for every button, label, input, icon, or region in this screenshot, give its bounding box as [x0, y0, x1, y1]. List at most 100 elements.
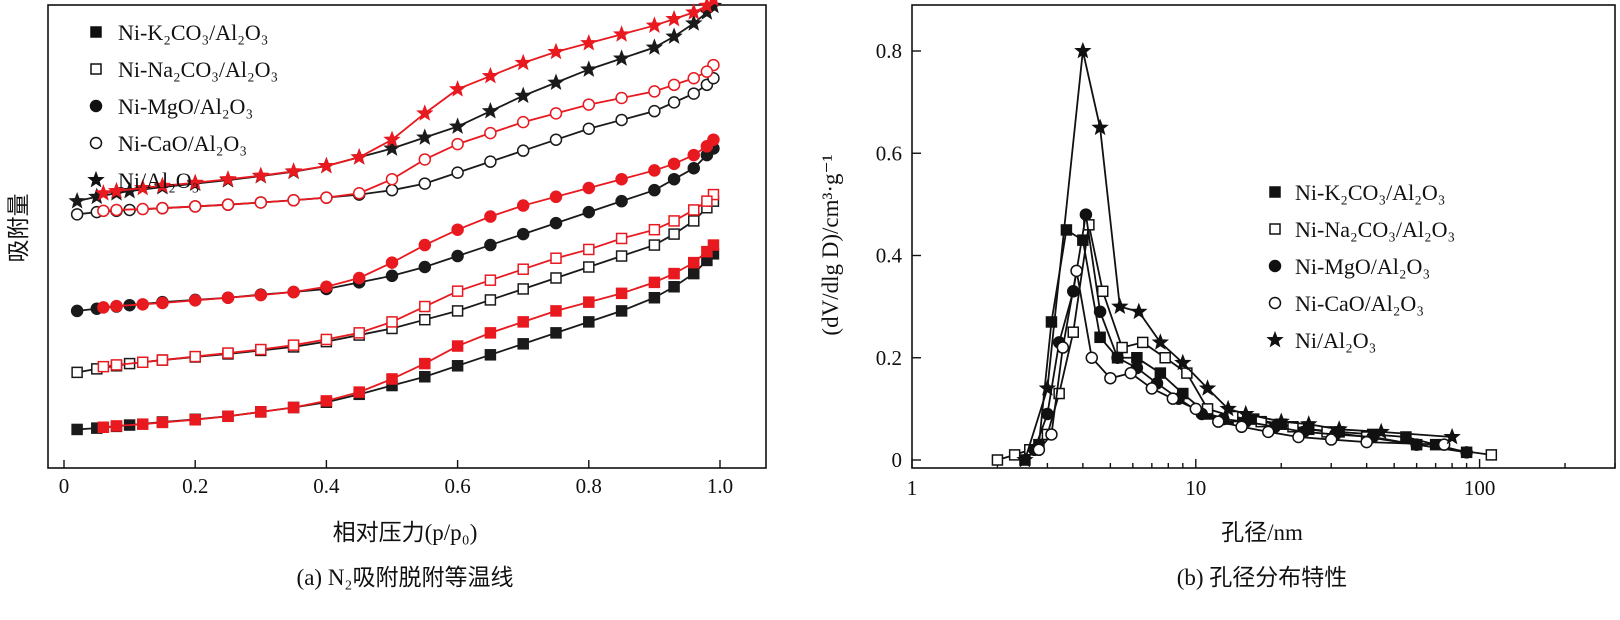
desorption-point	[284, 162, 303, 179]
panel-b-pore-distribution: 1 10 100 0 0.2 0.4 0.6 0.8 Ni-K₂CO₃/Al₂O₃ Ni-Na…	[818, 4, 1616, 590]
adsorption-point	[451, 360, 464, 372]
panel-b-y-ticks: 0 0.2 0.4 0.6 0.8	[876, 39, 921, 472]
desorption-point	[688, 204, 700, 216]
distribution-line	[1024, 50, 1453, 461]
adsorption-point	[517, 283, 529, 295]
legend-label: Ni/Al₂O₃	[1295, 328, 1376, 353]
distribution-point	[1111, 351, 1124, 364]
adsorption-point	[648, 183, 661, 197]
desorption-point	[287, 194, 300, 207]
legend-item: Ni/Al₂O₃	[87, 168, 199, 193]
panel-a-xlabel: 相对压力(p/p₀)	[333, 520, 478, 545]
desorption-point	[136, 418, 149, 430]
legend-marker	[1268, 259, 1282, 273]
desorption-point	[549, 190, 563, 204]
distribution-point	[1300, 415, 1318, 432]
panel-a-x-tick-label: 0.2	[182, 474, 208, 498]
adsorption-point	[688, 215, 700, 227]
desorption-point	[583, 243, 595, 256]
desorption-point	[255, 406, 267, 418]
distribution-point	[1145, 382, 1159, 395]
adsorption-point	[687, 161, 701, 175]
legend-marker	[1269, 223, 1281, 235]
adsorption-point	[688, 267, 700, 280]
desorption-point	[582, 181, 596, 195]
isotherm-ni-al-o	[68, 0, 723, 209]
distribution-point	[1372, 422, 1390, 440]
adsorption-point	[451, 249, 464, 263]
isotherm-ni-mgo-al-o	[70, 133, 720, 318]
distribution-point	[1056, 341, 1070, 354]
panel-a-x-tick-label: 0.6	[444, 474, 470, 498]
distribution-point	[1437, 438, 1451, 451]
adsorption-point	[71, 423, 83, 436]
panel-a-legend: Ni-K₂CO₃/Al₂O₃ Ni-Na₂CO₃/Al₂O₃ Ni-MgO/Al₂O…	[87, 20, 278, 193]
panel-a-ylabel: 吸附量	[6, 194, 31, 263]
distribution-point	[1085, 351, 1099, 364]
panel-b-y-tick-label: 0.8	[876, 39, 902, 63]
desorption-point	[385, 256, 399, 269]
desorption-point	[484, 126, 497, 140]
desorption-line	[103, 193, 715, 368]
desorption-point	[136, 356, 149, 369]
distribution-point	[991, 454, 1004, 466]
panel-b-ylabel: (dV/dlg D)/cm³·g⁻¹	[818, 154, 843, 335]
adsorption-point	[448, 117, 467, 134]
legend-item: Ni-Na₂CO₃/Al₂O₃	[1269, 217, 1455, 242]
adsorption-point	[481, 102, 500, 119]
desorption-point	[350, 148, 368, 165]
adsorption-point	[517, 338, 529, 350]
desorption-point	[698, 0, 716, 14]
panel-b-y-tick-label: 0.2	[876, 346, 902, 370]
adsorption-point	[484, 294, 497, 306]
adsorption-point	[416, 128, 434, 145]
legend-item: Ni-K₂CO₃/Al₂O₃	[90, 20, 268, 45]
desorption-point	[97, 204, 110, 218]
legend-marker	[90, 63, 102, 75]
desorption-point	[386, 316, 398, 328]
adsorption-point	[667, 96, 681, 109]
desorption-point	[668, 267, 680, 280]
desorption-point	[708, 0, 719, 7]
legend-item: Ni/Al₂O₃	[1266, 328, 1376, 353]
desorption-line	[103, 139, 715, 309]
adsorption-point	[419, 313, 431, 326]
desorption-point	[580, 33, 598, 51]
legend-item: Ni-CaO/Al₂O₃	[1268, 291, 1424, 316]
desorption-point	[416, 104, 434, 121]
distribution-point	[1174, 353, 1192, 371]
adsorption-point	[648, 239, 661, 251]
adsorption-point	[549, 216, 563, 230]
distribution-point	[1219, 399, 1237, 417]
desorption-point	[615, 91, 628, 105]
adsorption-point	[667, 172, 681, 186]
legend-label: Ni-CaO/Al₂O₃	[118, 131, 247, 156]
distribution-point	[1067, 326, 1080, 338]
legend-label: Ni-Na₂CO₃/Al₂O₃	[118, 57, 278, 82]
adsorption-point	[451, 305, 464, 317]
desorption-point	[97, 360, 110, 373]
desorption-point	[110, 299, 123, 313]
distribution-point	[1360, 435, 1373, 449]
desorption-point	[648, 276, 661, 289]
desorption-point	[353, 386, 365, 398]
adsorption-point	[583, 316, 595, 328]
desorption-point	[219, 170, 237, 187]
desorption-point	[516, 115, 530, 129]
legend-label: Ni/Al₂O₃	[118, 168, 199, 193]
distribution-point	[1154, 367, 1167, 379]
desorption-point	[254, 196, 268, 209]
adsorption-point	[484, 238, 497, 252]
desorption-point	[252, 166, 270, 184]
distribution-point	[1045, 428, 1058, 441]
adsorption-point	[550, 327, 562, 339]
panel-a-x-tick-label: 0	[59, 474, 70, 498]
panel-a-x-ticks: 0 0.2 0.4 0.6 0.8 1.0	[59, 460, 733, 498]
adsorption-point	[648, 291, 661, 304]
distribution-point	[1330, 420, 1348, 437]
desorption-point	[517, 263, 529, 275]
desorption-point	[255, 343, 267, 356]
legend-label: Ni-CaO/Al₂O₃	[1295, 291, 1424, 316]
desorption-point	[221, 198, 235, 211]
distribution-point	[1130, 302, 1148, 320]
